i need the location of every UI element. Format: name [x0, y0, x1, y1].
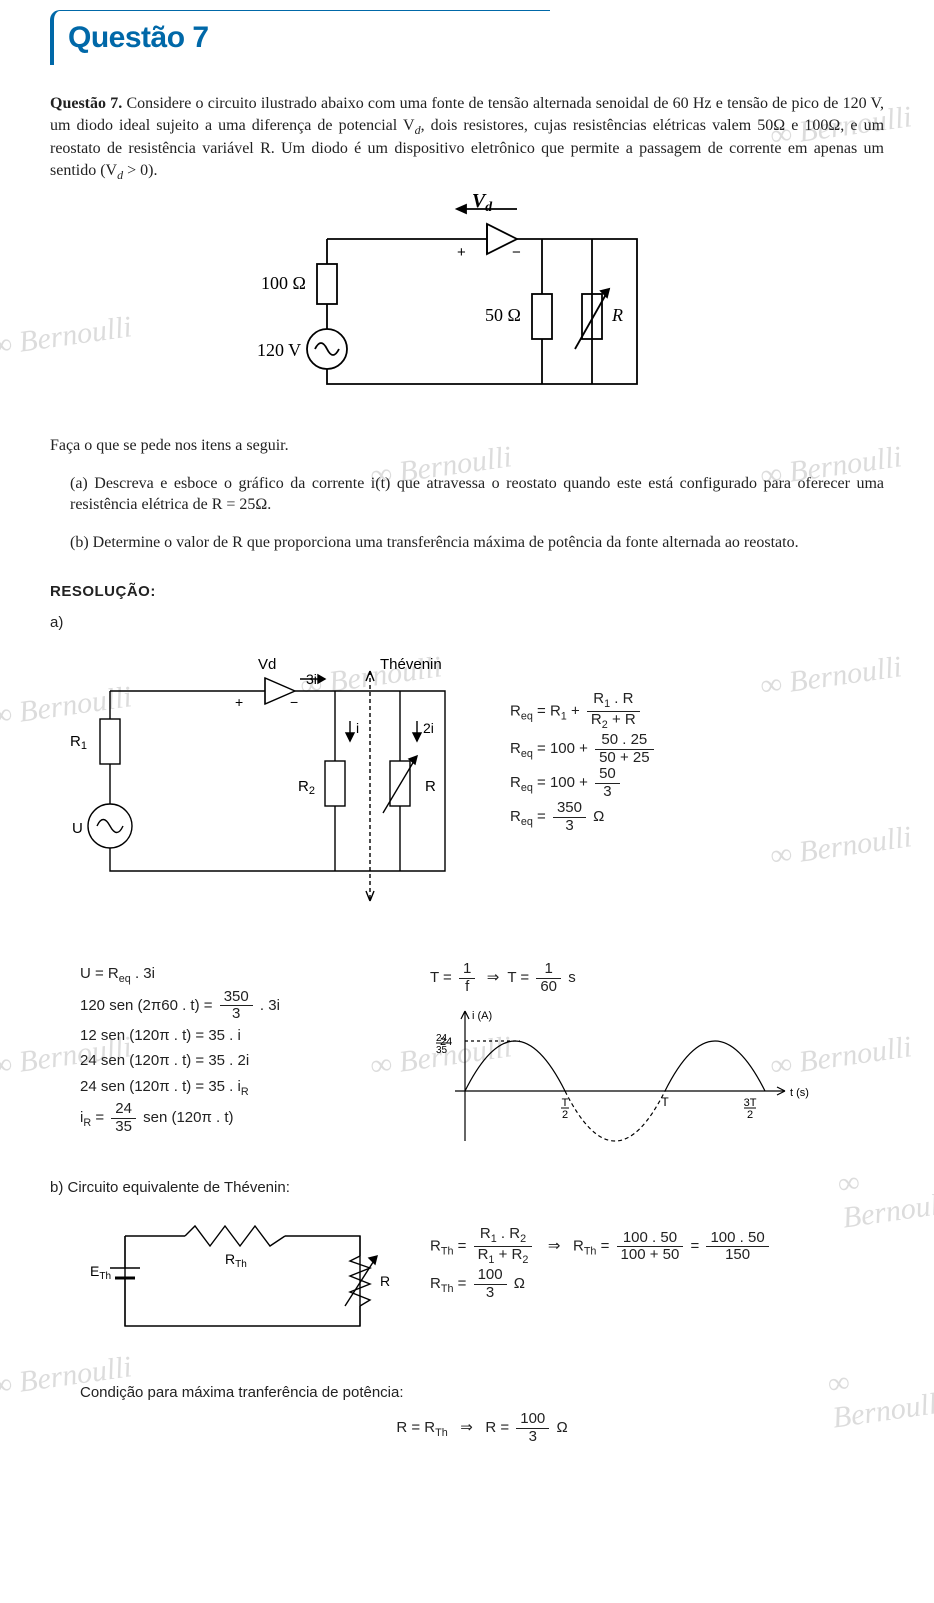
- svg-text:−: −: [290, 694, 298, 710]
- svg-text:120 V: 120 V: [257, 340, 301, 360]
- conclusion-label: Condição para máxima tranferência de pot…: [80, 1384, 884, 1401]
- svg-text:i: i: [356, 720, 359, 736]
- problem-text-3: > 0).: [123, 162, 157, 179]
- part-b-label: b) Circuito equivalente de Thévenin:: [50, 1179, 884, 1196]
- problem-lead: Questão 7.: [50, 95, 122, 112]
- svg-text:−: −: [512, 244, 521, 261]
- question-header: Questão 7: [50, 10, 550, 65]
- svg-text:100 Ω: 100 Ω: [261, 273, 306, 293]
- circuit-diagram-1: Vd + − 100 Ω 50 Ω R 120 V: [257, 199, 677, 419]
- svg-text:T: T: [661, 1095, 669, 1109]
- item-b: (b) Determine o valor de R que proporcio…: [70, 532, 884, 554]
- svg-text:R: R: [611, 305, 623, 325]
- req-equations: Req = R1 + R1 . R R2 + R Req = 100 + 50 …: [510, 641, 657, 834]
- resolution-label: RESOLUÇÃO:: [50, 583, 884, 600]
- svg-text:Vd: Vd: [258, 656, 276, 673]
- svg-text:2i: 2i: [423, 720, 434, 736]
- svg-text:ETh: ETh: [90, 1263, 111, 1282]
- conclusion: Condição para máxima tranferência de pot…: [50, 1384, 884, 1445]
- rth-equations: RTh = R1 . R2 R1 + R2 ⇒ RTh = 100 . 5010…: [430, 1206, 772, 1301]
- question-title: Questão 7: [68, 21, 209, 54]
- svg-text:U: U: [72, 820, 83, 837]
- svg-text:R: R: [380, 1273, 390, 1289]
- svg-text:3i: 3i: [306, 671, 317, 687]
- svg-text:50 Ω: 50 Ω: [485, 305, 521, 325]
- item-a: (a) Descreva e esboce o gráfico da corre…: [70, 473, 884, 516]
- svg-text:Thévenin: Thévenin: [380, 656, 442, 673]
- svg-text:35: 35: [436, 1045, 448, 1056]
- part-a-label: a): [50, 614, 884, 631]
- svg-text:2: 2: [562, 1109, 568, 1121]
- svg-text:T: T: [562, 1097, 569, 1109]
- svg-text:i (A): i (A): [472, 1010, 492, 1022]
- thevenin-circuit: ETh RTh R: [80, 1206, 400, 1356]
- svg-text:R1: R1: [70, 733, 87, 752]
- problem-statement: Questão 7. Considere o circuito ilustrad…: [50, 93, 884, 183]
- current-graph: i (A) 24 24 35 T 2 T 3T 2 t (s): [430, 1001, 810, 1151]
- svg-text:t (s): t (s): [790, 1087, 809, 1099]
- period-and-graph: T = 1f ⇒ T = 160 s: [430, 961, 810, 1155]
- svg-text:24: 24: [436, 1033, 448, 1044]
- svg-text:3T: 3T: [744, 1097, 757, 1109]
- svg-text:+: +: [235, 694, 243, 710]
- circuit-diagram-2: Vd Thévenin + − 3i i 2i R1 R2 R U: [50, 641, 480, 931]
- svg-text:+: +: [457, 244, 466, 261]
- svg-text:R: R: [425, 778, 436, 795]
- svg-text:2: 2: [747, 1109, 753, 1121]
- follow-text: Faça o que se pede nos itens a seguir.: [50, 435, 884, 457]
- derivation-equations: U = Req . 3i 120 sen (2π60 . t) = 3503 .…: [80, 961, 400, 1135]
- svg-text:Vd: Vd: [472, 190, 493, 215]
- svg-text:R2: R2: [298, 778, 315, 797]
- svg-text:RTh: RTh: [225, 1251, 247, 1270]
